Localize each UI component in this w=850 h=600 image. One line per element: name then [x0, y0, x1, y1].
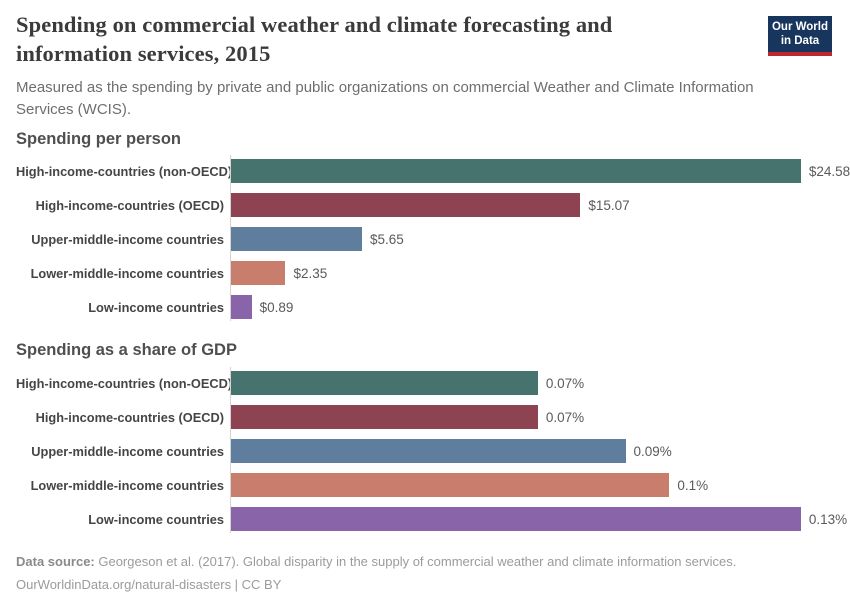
bar-track: $0.89 — [231, 295, 834, 320]
bar[interactable] — [231, 405, 538, 430]
bar-value-label: $24.58 — [808, 163, 850, 179]
chart-section: Spending per person High-income-countries… — [16, 129, 850, 322]
bar-row: Lower-middle-income countries $2.35 — [16, 261, 834, 286]
bar-row: High-income-countries (OECD) $15.07 — [16, 193, 834, 218]
bar[interactable] — [231, 159, 801, 184]
bar-row: High-income-countries (OECD) 0.07% — [16, 405, 834, 430]
bar-track: 0.13% — [231, 507, 847, 532]
chart-section: Spending as a share of GDP High-income-co… — [16, 341, 847, 534]
bar[interactable] — [231, 507, 801, 532]
owid-logo-line2: in Data — [780, 35, 820, 48]
owid-url-link[interactable]: OurWorldinData.org/natural-disasters | C… — [16, 576, 282, 592]
bar-rows: High-income-countries (non-OECD) $24.58 Hi… — [16, 155, 850, 322]
bar-value-label: $2.35 — [293, 265, 328, 281]
bar[interactable] — [231, 295, 252, 320]
bar-track: $5.65 — [231, 227, 834, 252]
bar-value-label: $15.07 — [588, 197, 630, 213]
bar-track: 0.07% — [231, 371, 834, 396]
bar[interactable] — [231, 473, 670, 498]
bar-value-label: 0.07% — [545, 409, 585, 425]
bar-track: 0.1% — [231, 473, 834, 498]
bar-rows: High-income-countries (non-OECD) 0.07% Hig… — [16, 367, 847, 534]
bar-category-label: Low-income countries — [88, 511, 224, 527]
page-subtitle: Measured as the spending by private and … — [16, 78, 754, 118]
bar-category-label: Low-income countries — [88, 299, 224, 315]
bar-value-label: $0.89 — [259, 299, 294, 315]
bar-category-label: High-income-countries (non-OECD) — [16, 163, 233, 179]
bar-row: Low-income countries $0.89 — [16, 295, 834, 320]
bar-row: High-income-countries (non-OECD) $24.58 — [16, 159, 850, 184]
bar-row: Upper-middle-income countries 0.09% — [16, 439, 834, 464]
footer-link-line: OurWorldinData.org/natural-disasters | C… — [16, 574, 816, 597]
bar[interactable] — [231, 261, 286, 286]
bar-value-label: 0.1% — [677, 477, 709, 493]
bar-row: Upper-middle-income countries $5.65 — [16, 227, 834, 252]
footer: Data source: Georgeson et al. (2017). Gl… — [16, 551, 816, 597]
bar[interactable] — [231, 371, 538, 396]
bar-category-label: High-income-countries (OECD) — [35, 409, 224, 425]
bar-category-label: High-income-countries (OECD) — [35, 197, 224, 213]
footer-source-line: Data source: Georgeson et al. (2017). Gl… — [16, 551, 816, 574]
bar-value-label: $5.65 — [369, 231, 404, 247]
owid-logo-line1: Our World — [771, 21, 828, 33]
bar-category-label: Upper-middle-income countries — [31, 231, 224, 247]
bar-category-label: Lower-middle-income countries — [30, 477, 224, 493]
data-source-text: Georgeson et al. (2017). Global disparit… — [94, 554, 737, 570]
bar-track: $2.35 — [231, 261, 834, 286]
chart-section-title: Spending as a share of GDP — [16, 341, 237, 360]
bar-value-label: 0.09% — [633, 443, 672, 459]
bar-track: 0.09% — [231, 439, 834, 464]
data-source-label: Data source: — [16, 554, 95, 570]
bar-value-label: 0.07% — [545, 375, 585, 391]
axis-line — [230, 367, 231, 534]
axis-line — [230, 155, 231, 322]
bar-track: 0.07% — [231, 405, 834, 430]
bar-category-label: Upper-middle-income countries — [31, 443, 224, 459]
owid-logo: Our World in Data — [768, 16, 832, 56]
bar-row: Lower-middle-income countries 0.1% — [16, 473, 834, 498]
charts: Spending per person High-income-countries… — [16, 129, 850, 534]
chart-section-title: Spending per person — [16, 129, 182, 148]
bar-category-label: Lower-middle-income countries — [30, 265, 224, 281]
bar-category-label: High-income-countries (non-OECD) — [16, 375, 233, 391]
bar-value-label: 0.13% — [808, 511, 848, 527]
bar[interactable] — [231, 439, 626, 464]
bar-row: Low-income countries 0.13% — [16, 507, 847, 532]
bar-track: $15.07 — [231, 193, 834, 218]
bar[interactable] — [231, 227, 362, 252]
bar-track: $24.58 — [231, 159, 850, 184]
page-title: Spending on commercial weather and clima… — [16, 12, 613, 67]
bar[interactable] — [231, 193, 581, 218]
bar-row: High-income-countries (non-OECD) 0.07% — [16, 371, 834, 396]
